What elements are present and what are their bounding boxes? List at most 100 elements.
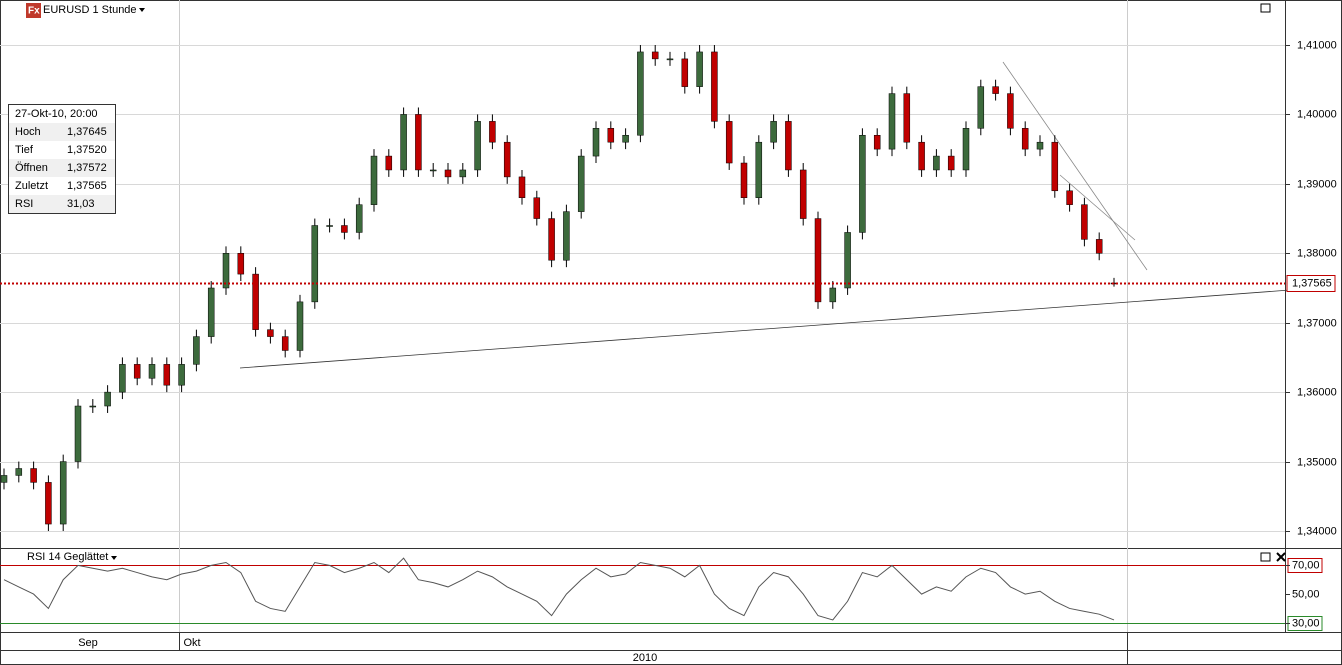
dropdown-arrow[interactable] — [111, 556, 117, 560]
trendline — [239, 289, 1291, 369]
info-key: Hoch — [15, 126, 41, 138]
candle-body — [711, 51, 718, 122]
candle-body — [829, 287, 837, 303]
candle-body — [444, 169, 452, 178]
candle-body — [341, 225, 348, 233]
y-tick-label: 1,39000 — [1297, 178, 1337, 190]
candle-body — [799, 169, 807, 219]
candle-body — [252, 273, 259, 330]
candle-body — [119, 364, 126, 393]
candle-body — [193, 336, 200, 365]
candle-body — [888, 93, 896, 150]
candle-body — [30, 468, 37, 483]
candle-body — [933, 155, 940, 171]
y-tick-label: 1,35000 — [1297, 456, 1337, 468]
candle-body — [89, 405, 97, 408]
info-row: Hoch 1,37645 — [9, 123, 115, 141]
candle-body — [977, 86, 985, 129]
candle-body — [1095, 239, 1103, 254]
info-box: 27-Okt-10, 20:00 Hoch 1,37645 Tief 1,37520… — [8, 104, 116, 214]
candle-body — [370, 155, 378, 205]
marks: 1,37565 — [0, 44, 1336, 621]
info-date-text: 27-Okt-10, 20:00 — [15, 108, 98, 120]
candle-body — [148, 364, 156, 379]
candle-body — [15, 468, 23, 476]
grid: 1,34000 1,35000 1,36000 1,37000 1,38000 1,390… — [0, 39, 1337, 631]
candle-body — [947, 155, 955, 171]
maximize-button[interactable] — [1260, 552, 1271, 562]
y-tick-label: 30,00 — [1292, 617, 1320, 629]
candle-body — [385, 155, 393, 171]
candle-body — [755, 141, 763, 198]
rsi-line — [3, 557, 1115, 621]
candle-body — [415, 114, 422, 171]
info-key: Öffnen — [15, 162, 48, 174]
candle-body — [622, 134, 629, 143]
y-tick-label: 1,36000 — [1297, 386, 1337, 398]
candle-body — [1007, 93, 1014, 129]
candle-body — [45, 482, 52, 525]
candle-body — [1036, 141, 1044, 150]
candle-body — [548, 218, 555, 261]
candle-body — [873, 134, 881, 150]
trendline — [1059, 174, 1136, 241]
last-price-box — [1286, 275, 1336, 292]
symbol-title[interactable]: EURUSD 1 Stunde — [43, 4, 137, 16]
candle-body — [725, 121, 733, 164]
candle-body — [859, 134, 866, 233]
y-tick-label: 70,00 — [1292, 559, 1320, 571]
candle-body — [903, 93, 911, 143]
candle-body — [178, 364, 185, 386]
info-value: 1,37572 — [67, 162, 107, 174]
candle-body — [400, 114, 407, 171]
y-tick-label: 50,00 — [1292, 588, 1320, 600]
info-value: 1,37565 — [67, 180, 107, 192]
candle-body — [163, 364, 171, 386]
logo: Fx — [28, 6, 40, 17]
candle-body — [503, 141, 511, 178]
candle-body — [651, 51, 659, 60]
y-tick-label: 1,41000 — [1297, 39, 1337, 51]
candle-body — [237, 253, 245, 275]
close-button[interactable] — [1276, 552, 1286, 562]
maximize-button[interactable] — [1260, 3, 1271, 13]
candle-body — [207, 287, 215, 337]
info-row: Zuletzt 1,37565 — [9, 177, 115, 195]
candle-body — [0, 475, 8, 483]
info-row: Öffnen 1,37572 — [9, 159, 115, 177]
year-label: 2010 — [633, 652, 657, 664]
candle-body — [740, 162, 748, 198]
month-label: Sep — [78, 637, 98, 649]
trendline — [1002, 61, 1148, 271]
candle-body — [962, 128, 970, 171]
y-tick-label: 1,34000 — [1297, 525, 1337, 537]
candle-body — [1051, 141, 1059, 192]
candle-body — [577, 155, 585, 212]
candle-body — [844, 232, 851, 289]
candle-body — [518, 176, 526, 198]
y-tick-label: 1,38000 — [1297, 247, 1337, 259]
candle-body — [222, 253, 230, 289]
info-value: 1,37520 — [67, 144, 107, 156]
candle-body — [429, 169, 437, 172]
candle-body — [696, 51, 703, 87]
candle-body — [59, 461, 67, 525]
candle-body — [607, 128, 615, 143]
candle-body — [563, 211, 570, 261]
candle-body — [267, 329, 274, 337]
y-tick-label: 1,40000 — [1297, 108, 1337, 120]
info-value: 1,37645 — [67, 126, 107, 138]
candle-body — [681, 58, 689, 87]
logo-box — [26, 3, 41, 18]
candle-body — [992, 86, 999, 94]
candle-body — [74, 405, 82, 462]
info-row: RSI 31,03 — [9, 195, 115, 213]
info-key: Zuletzt — [15, 180, 49, 192]
indicator-title[interactable]: RSI 14 Geglättet — [27, 551, 108, 563]
candle-body — [104, 391, 111, 407]
candle-body — [326, 225, 333, 227]
dropdown-arrow[interactable] — [139, 8, 145, 12]
info-date: 27-Okt-10, 20:00 — [9, 105, 115, 123]
